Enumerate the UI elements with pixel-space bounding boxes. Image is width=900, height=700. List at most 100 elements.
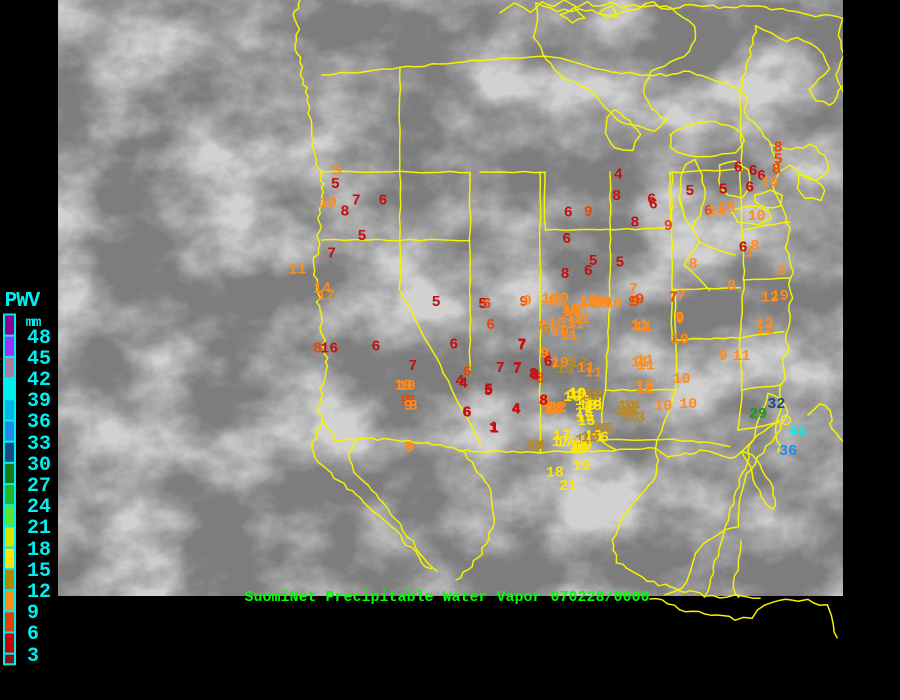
svg-text:48: 48 xyxy=(27,327,51,350)
svg-text:8: 8 xyxy=(750,238,759,255)
svg-text:10: 10 xyxy=(319,195,337,212)
svg-text:6: 6 xyxy=(449,337,458,354)
svg-text:6: 6 xyxy=(482,296,491,313)
svg-text:5: 5 xyxy=(615,255,624,272)
svg-text:SuomiNet Precipitable Water Va: SuomiNet Precipitable Water Vapor 070228… xyxy=(244,589,649,606)
svg-text:10: 10 xyxy=(398,378,416,395)
svg-text:11: 11 xyxy=(637,357,655,374)
svg-text:11: 11 xyxy=(631,317,649,334)
svg-text:16: 16 xyxy=(320,341,338,358)
svg-text:10: 10 xyxy=(747,208,765,225)
svg-text:13: 13 xyxy=(581,430,599,447)
svg-text:8: 8 xyxy=(340,203,349,220)
svg-text:6: 6 xyxy=(734,160,743,177)
svg-text:6: 6 xyxy=(562,231,571,248)
svg-text:9: 9 xyxy=(664,218,673,235)
svg-text:10: 10 xyxy=(604,296,622,313)
svg-text:12: 12 xyxy=(542,402,560,419)
svg-text:10: 10 xyxy=(679,396,697,413)
svg-text:10: 10 xyxy=(672,371,690,388)
svg-text:8: 8 xyxy=(560,266,569,283)
svg-text:6: 6 xyxy=(371,339,380,356)
svg-text:7: 7 xyxy=(677,288,686,305)
svg-text:10: 10 xyxy=(587,293,605,310)
svg-text:6: 6 xyxy=(486,317,495,334)
svg-text:45: 45 xyxy=(27,348,51,371)
svg-text:8: 8 xyxy=(409,398,418,415)
svg-text:7: 7 xyxy=(518,338,527,355)
svg-text:42: 42 xyxy=(27,369,51,392)
svg-text:4: 4 xyxy=(512,401,521,418)
svg-text:14: 14 xyxy=(527,438,545,455)
svg-text:9: 9 xyxy=(405,440,414,457)
svg-text:8: 8 xyxy=(531,368,540,385)
svg-text:12: 12 xyxy=(756,321,774,338)
svg-text:27: 27 xyxy=(27,475,51,498)
svg-text:7: 7 xyxy=(496,360,505,377)
svg-text:11: 11 xyxy=(732,348,750,365)
svg-text:PWV: PWV xyxy=(5,290,41,313)
svg-text:21: 21 xyxy=(27,517,51,540)
svg-text:32: 32 xyxy=(767,396,785,413)
svg-text:12: 12 xyxy=(27,581,51,604)
svg-text:36: 36 xyxy=(779,443,797,460)
svg-text:8: 8 xyxy=(612,188,621,205)
svg-text:6: 6 xyxy=(649,196,658,213)
svg-text:10: 10 xyxy=(671,331,689,348)
svg-text:9: 9 xyxy=(631,294,640,311)
svg-text:21: 21 xyxy=(559,478,577,495)
svg-text:7: 7 xyxy=(669,290,678,307)
svg-text:29: 29 xyxy=(749,406,767,423)
svg-text:9: 9 xyxy=(27,602,39,625)
svg-text:9: 9 xyxy=(523,293,532,310)
svg-text:9: 9 xyxy=(675,310,684,327)
svg-text:7: 7 xyxy=(513,361,522,378)
svg-text:3: 3 xyxy=(777,263,786,280)
svg-text:7: 7 xyxy=(408,358,417,375)
svg-text:8: 8 xyxy=(630,215,639,232)
svg-text:17: 17 xyxy=(317,288,335,305)
svg-text:5: 5 xyxy=(432,294,441,311)
svg-text:33: 33 xyxy=(27,433,51,456)
svg-text:5: 5 xyxy=(685,183,694,200)
svg-text:18: 18 xyxy=(27,539,51,562)
svg-text:6: 6 xyxy=(564,205,573,222)
svg-text:5: 5 xyxy=(357,228,366,245)
svg-text:18: 18 xyxy=(578,398,596,415)
svg-text:6: 6 xyxy=(27,623,39,646)
svg-text:6: 6 xyxy=(745,180,754,197)
svg-text:30: 30 xyxy=(27,454,51,477)
svg-text:10: 10 xyxy=(761,175,779,192)
svg-text:12: 12 xyxy=(761,290,779,307)
svg-text:4: 4 xyxy=(455,373,464,390)
svg-text:11: 11 xyxy=(584,364,602,381)
svg-text:6: 6 xyxy=(584,263,593,280)
svg-text:11: 11 xyxy=(288,262,306,279)
svg-text:11: 11 xyxy=(560,327,578,344)
svg-text:5: 5 xyxy=(484,383,493,400)
svg-text:5: 5 xyxy=(331,176,340,193)
svg-text:6: 6 xyxy=(378,192,387,209)
svg-text:4: 4 xyxy=(614,166,623,183)
svg-text:15: 15 xyxy=(27,560,51,583)
svg-text:39: 39 xyxy=(27,390,51,413)
svg-text:12: 12 xyxy=(635,378,653,395)
svg-text:9: 9 xyxy=(719,348,728,365)
svg-text:10: 10 xyxy=(717,200,735,217)
svg-text:3: 3 xyxy=(27,645,39,668)
svg-text:10: 10 xyxy=(654,398,672,415)
svg-text:36: 36 xyxy=(27,411,51,434)
svg-text:19: 19 xyxy=(572,458,590,475)
svg-text:5: 5 xyxy=(719,181,728,198)
svg-text:24: 24 xyxy=(27,496,51,519)
svg-text:13: 13 xyxy=(627,410,645,427)
svg-text:8: 8 xyxy=(727,278,736,295)
svg-text:6: 6 xyxy=(462,405,471,422)
svg-text:13: 13 xyxy=(556,361,574,378)
svg-text:8: 8 xyxy=(689,256,698,273)
svg-text:1: 1 xyxy=(489,420,498,437)
svg-text:41: 41 xyxy=(789,423,807,440)
svg-text:7: 7 xyxy=(352,192,361,209)
svg-text:9: 9 xyxy=(584,204,593,221)
svg-text:7: 7 xyxy=(327,246,336,263)
